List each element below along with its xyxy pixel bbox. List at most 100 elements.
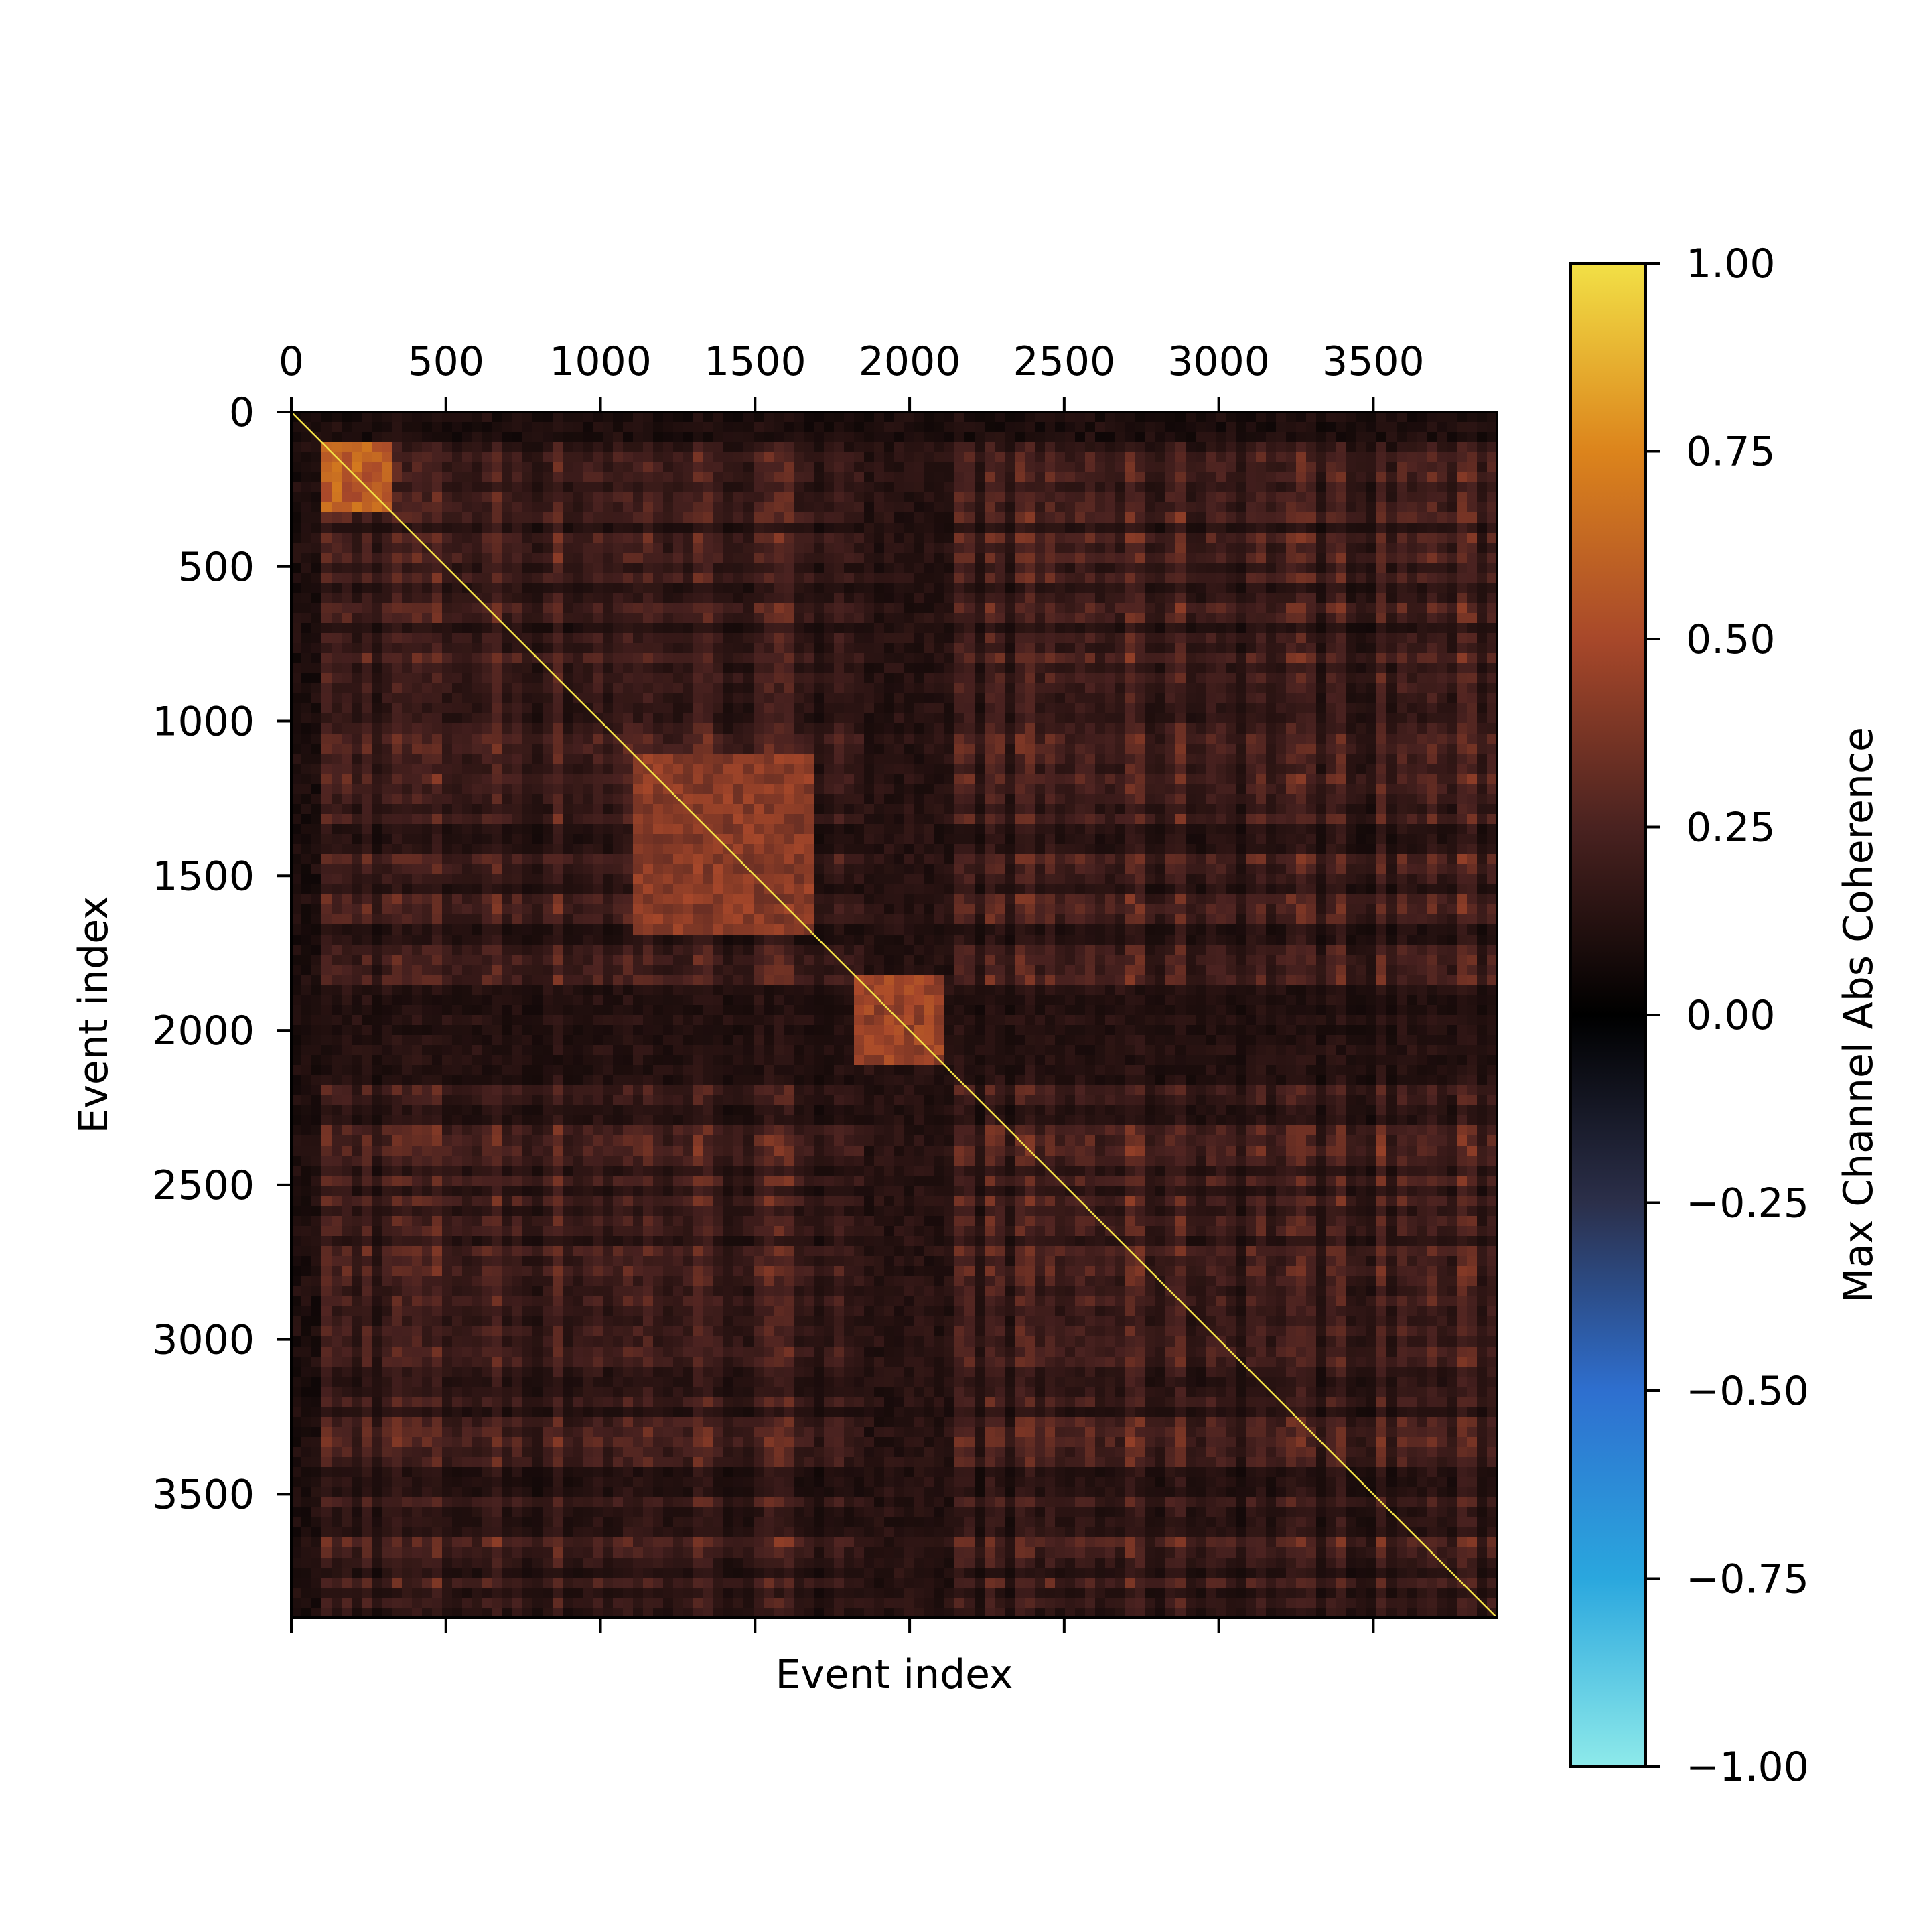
heatmap-cell — [1467, 683, 1478, 694]
heatmap-cell — [1115, 543, 1126, 553]
heatmap-cell — [362, 804, 372, 815]
heatmap-cell — [1467, 432, 1478, 443]
heatmap-cell — [804, 814, 814, 825]
heatmap-cell — [1326, 533, 1337, 543]
heatmap-cell — [1105, 533, 1116, 543]
heatmap-cell — [1417, 814, 1427, 825]
heatmap-cell — [975, 442, 985, 453]
heatmap-cell — [422, 442, 433, 453]
heatmap-cell — [593, 523, 603, 533]
heatmap-cell — [1135, 683, 1146, 694]
heatmap-cell — [1196, 523, 1206, 533]
heatmap-cell — [613, 563, 624, 573]
heatmap-cell — [1276, 543, 1287, 553]
heatmap-cell — [472, 583, 483, 594]
heatmap-cell — [532, 412, 543, 423]
heatmap-cell — [583, 432, 593, 443]
heatmap-cell — [543, 422, 553, 433]
heatmap-cell — [1055, 573, 1066, 583]
heatmap-cell — [291, 593, 302, 604]
heatmap-cell — [964, 723, 975, 734]
heatmap-cell — [653, 603, 664, 614]
heatmap-cell — [1135, 633, 1146, 644]
heatmap-cell — [834, 814, 845, 825]
heatmap-cell — [322, 633, 332, 644]
heatmap-cell — [1276, 512, 1287, 523]
heatmap-cell — [1175, 804, 1186, 815]
heatmap-cell — [1105, 653, 1116, 664]
heatmap-cell — [1397, 723, 1407, 734]
heatmap-cell — [352, 814, 362, 825]
heatmap-cell — [703, 553, 714, 563]
heatmap-cell — [653, 713, 664, 724]
heatmap-cell — [1186, 412, 1196, 423]
heatmap-cell — [934, 583, 945, 594]
heatmap-cell — [553, 533, 563, 543]
heatmap-cell — [593, 492, 603, 503]
heatmap-cell — [1386, 693, 1397, 704]
heatmap-cell — [1226, 533, 1236, 543]
heatmap-cell — [1427, 492, 1437, 503]
heatmap-cell — [1346, 744, 1357, 754]
heatmap-cell — [492, 533, 503, 543]
heatmap-cell — [713, 754, 724, 764]
heatmap-cell — [723, 603, 734, 614]
heatmap-cell — [975, 583, 985, 594]
heatmap-cell — [975, 553, 985, 563]
heatmap-cell — [1226, 472, 1236, 483]
heatmap-cell — [442, 673, 453, 684]
heatmap-cell — [1186, 703, 1196, 714]
heatmap-cell — [1165, 663, 1176, 674]
heatmap-cell — [1015, 794, 1025, 805]
heatmap-cell — [532, 744, 543, 754]
heatmap-cell — [342, 734, 352, 744]
heatmap-cell — [663, 583, 674, 594]
heatmap-cell — [703, 643, 714, 654]
heatmap-cell — [1286, 794, 1297, 805]
heatmap-cell — [543, 523, 553, 533]
heatmap-cell — [954, 422, 965, 433]
heatmap-cell — [985, 643, 995, 654]
heatmap-cell — [1085, 452, 1096, 463]
heatmap-cell — [844, 754, 855, 764]
heatmap-cell — [723, 553, 734, 563]
heatmap-cell — [502, 593, 513, 604]
heatmap-cell — [563, 593, 573, 604]
heatmap-cell — [1376, 422, 1387, 433]
heatmap-cell — [1326, 563, 1337, 573]
heatmap-cell — [512, 523, 523, 533]
heatmap-cell — [904, 693, 915, 704]
heatmap-cell — [1186, 492, 1196, 503]
heatmap-cell — [924, 744, 935, 754]
heatmap-cell — [573, 814, 583, 825]
heatmap-cell — [1296, 553, 1307, 563]
heatmap-cell — [814, 412, 825, 423]
heatmap-cell — [452, 553, 463, 563]
heatmap-cell — [1196, 723, 1206, 734]
heatmap-cell — [1196, 543, 1206, 553]
heatmap-cell — [693, 573, 704, 583]
heatmap-cell — [362, 764, 372, 774]
heatmap-cell — [1035, 713, 1046, 724]
heatmap-cell — [442, 593, 453, 604]
heatmap-cell — [764, 502, 774, 513]
heatmap-cell — [613, 774, 624, 784]
heatmap-cell — [362, 613, 372, 624]
heatmap-cell — [975, 543, 985, 553]
heatmap-cell — [1427, 794, 1437, 805]
heatmap-cell — [653, 794, 664, 805]
heatmap-cell — [462, 482, 473, 493]
heatmap-cell — [824, 663, 835, 674]
heatmap-cell — [1256, 482, 1267, 493]
heatmap-cell — [954, 623, 965, 634]
heatmap-cell — [1266, 794, 1277, 805]
heatmap-cell — [1165, 603, 1176, 614]
heatmap-cell — [512, 512, 523, 523]
heatmap-cell — [1306, 502, 1317, 513]
heatmap-cell — [1457, 523, 1468, 533]
heatmap-cell — [1216, 492, 1226, 503]
heatmap-cell — [1376, 713, 1387, 724]
heatmap-cell — [1346, 663, 1357, 674]
heatmap-cell — [311, 613, 322, 624]
heatmap-cell — [1186, 734, 1196, 744]
